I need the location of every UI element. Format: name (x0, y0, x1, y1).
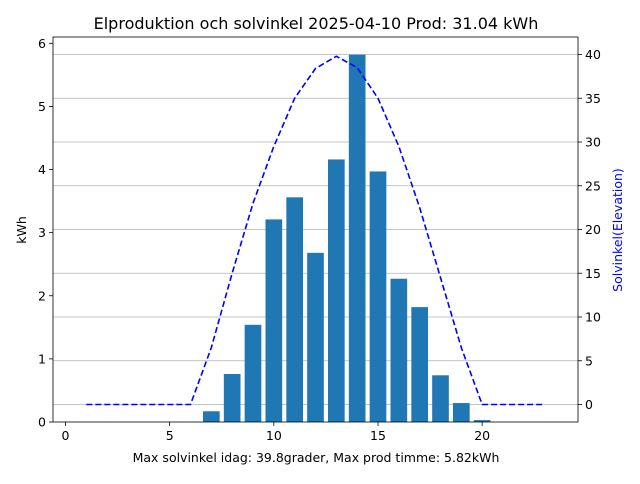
bar-hour-20 (473, 420, 491, 422)
bar-hour-15 (369, 171, 387, 422)
y-tick-label: 1 (38, 351, 46, 366)
chart-title: Elproduktion och solvinkel 2025-04-10 Pr… (94, 14, 539, 33)
production-bars (203, 54, 491, 423)
bar-hour-19 (453, 403, 470, 422)
bar-hour-13 (328, 159, 345, 422)
x-tick-label: 20 (474, 428, 490, 443)
y-tick-label: 6 (38, 36, 46, 51)
y2-tick-label: 20 (585, 222, 601, 237)
bar-hour-8 (223, 374, 241, 422)
elevation-line-group (86, 55, 545, 406)
bar-hour-17 (411, 307, 428, 422)
y-tick-label: 4 (38, 162, 46, 177)
y-tick-label: 0 (38, 415, 46, 430)
bar-hour-14 (348, 54, 366, 423)
bar-hour-18 (432, 375, 449, 422)
y2-tick-label: 15 (585, 266, 601, 281)
x-tick-label: 5 (166, 428, 174, 443)
y2-tick-label: 35 (585, 91, 601, 106)
y-tick-label: 3 (38, 225, 46, 240)
x-tick-label: 0 (62, 428, 70, 443)
y2-tick-label: 40 (585, 47, 601, 62)
axes: 0 5 10 15 20 0 1 2 3 4 5 6 0 5 10 15 20 25 30 35 40 (38, 36, 601, 443)
bar-hour-12 (307, 252, 324, 422)
elevation-line (86, 55, 545, 406)
x-tick-label: 15 (370, 428, 386, 443)
x-axis-label: Max solvinkel idag: 39.8grader, Max prod… (133, 450, 500, 465)
x-tick-label: 10 (266, 428, 282, 443)
bar-hour-11 (286, 197, 303, 422)
y2-tick-label: 0 (585, 397, 593, 412)
y2-tick-label: 5 (585, 353, 593, 368)
bar-hour-16 (390, 278, 408, 422)
y-axis-label: kWh (14, 216, 29, 244)
y2-tick-label: 25 (585, 178, 601, 193)
y2-tick-label: 10 (585, 310, 601, 325)
y-tick-label: 2 (38, 288, 46, 303)
y2-tick-label: 30 (585, 135, 601, 150)
bar-hour-9 (244, 324, 262, 422)
y-tick-label: 5 (38, 99, 46, 114)
bar-hour-10 (265, 219, 283, 422)
bar-hour-7 (203, 411, 220, 422)
y2-axis-label: Solvinkel(Elevation) (610, 168, 625, 292)
